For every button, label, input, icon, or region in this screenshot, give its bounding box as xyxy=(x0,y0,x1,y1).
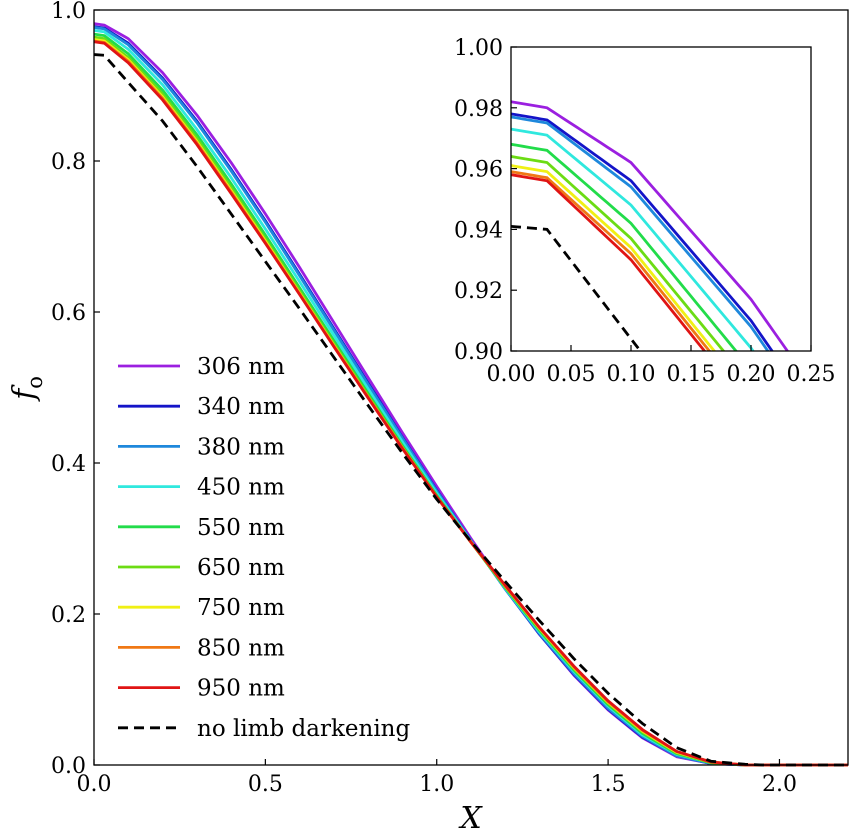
legend-label-550-nm: 550 nm xyxy=(197,515,285,541)
series-line-950-nm xyxy=(93,40,848,767)
inset-y-ticks: 0.90 0.92 0.94 0.96 0.98 1.00 xyxy=(454,36,517,365)
y-tick-label: 0.8 xyxy=(51,150,86,175)
inset-series-line-550-nm xyxy=(511,142,738,351)
inset-plot: 0.00 0.05 0.10 0.15 0.20 0.25 0.900.920.940.9… xyxy=(454,36,836,387)
inset-x-tick-label: 0.15 xyxy=(667,362,716,387)
main-y-axis-label-subscript: o xyxy=(23,376,47,389)
inset-series-line-340-nm xyxy=(511,112,774,351)
inset-background xyxy=(511,47,811,351)
inset-series-line-380-nm xyxy=(511,115,770,351)
inset-y-tick-label: 0.98 xyxy=(454,97,503,122)
inset-y-tick-label: 0.96 xyxy=(454,158,503,183)
legend-label-306-nm: 306 nm xyxy=(197,354,285,380)
x-tick-label: 0.0 xyxy=(77,772,112,797)
series-line-no-limb-darkening xyxy=(93,53,848,767)
inset-series-line-650-nm xyxy=(511,155,726,351)
inset-series-line-750-nm xyxy=(511,164,717,351)
inset-x-tick-label: 0.20 xyxy=(727,362,776,387)
inset-plot-frame xyxy=(510,46,812,352)
inset-x-tick-label: 0.25 xyxy=(787,362,836,387)
inset-series-lines xyxy=(511,100,790,351)
y-tick-label: 1.0 xyxy=(51,0,86,24)
main-x-ticks: 0.0 0.5 1.0 1.5 2.0 xyxy=(77,759,797,797)
inset-y-tick-label: 0.90 xyxy=(454,340,503,365)
inset-x-tick-label: 0.05 xyxy=(547,362,596,387)
y-tick-label: 0.0 xyxy=(51,754,86,779)
inset-series-line-950-nm xyxy=(511,173,707,351)
inset-y-tick-label: 0.94 xyxy=(454,218,503,243)
main-plot: 0.0 0.5 1.0 1.5 2.0 0.00.20.40.60.81.0 X fo xyxy=(7,0,849,834)
x-tick-label: 1.0 xyxy=(419,772,454,797)
legend-label-950-nm: 950 nm xyxy=(197,676,285,702)
legend-label-650-nm: 650 nm xyxy=(197,555,285,581)
main-plot-frame xyxy=(93,9,849,766)
main-series-lines xyxy=(93,22,848,767)
y-tick-label: 0.6 xyxy=(51,301,86,326)
legend-label-no-limb-darkening: no limb darkening xyxy=(197,716,410,742)
legend-label-380-nm: 380 nm xyxy=(197,434,285,460)
x-tick-label: 0.5 xyxy=(248,772,283,797)
main-y-ticks: 0.0 0.2 0.4 0.6 0.8 1.0 xyxy=(51,0,100,779)
legend-label-850-nm: 850 nm xyxy=(197,635,285,661)
inset-series-line-850-nm xyxy=(511,170,712,351)
legend-label-340-nm: 340 nm xyxy=(197,394,285,420)
legend-label-450-nm: 450 nm xyxy=(197,475,285,501)
legend-label-750-nm: 750 nm xyxy=(197,595,285,621)
main-x-axis-label: X xyxy=(458,801,483,834)
legend: 306 nm 340 nm 380 nm 450 nm 550 nm 650 nm 750 … xyxy=(118,354,410,742)
y-tick-label: 0.2 xyxy=(51,603,86,628)
inset-x-tick-label: 0.00 xyxy=(487,362,536,387)
y-tick-label: 0.4 xyxy=(51,452,86,477)
inset-series-line-450-nm xyxy=(511,127,755,351)
x-tick-label: 2.0 xyxy=(762,772,797,797)
inset-y-tick-label: 0.92 xyxy=(454,279,503,304)
inset-y-tick-label: 1.00 xyxy=(454,36,503,61)
inset-x-ticks: 0.00 0.05 0.10 0.15 0.20 0.25 xyxy=(487,345,836,387)
inset-x-tick-label: 0.10 xyxy=(607,362,656,387)
x-tick-label: 1.5 xyxy=(591,772,626,797)
inset-series-line-306-nm xyxy=(511,100,790,351)
